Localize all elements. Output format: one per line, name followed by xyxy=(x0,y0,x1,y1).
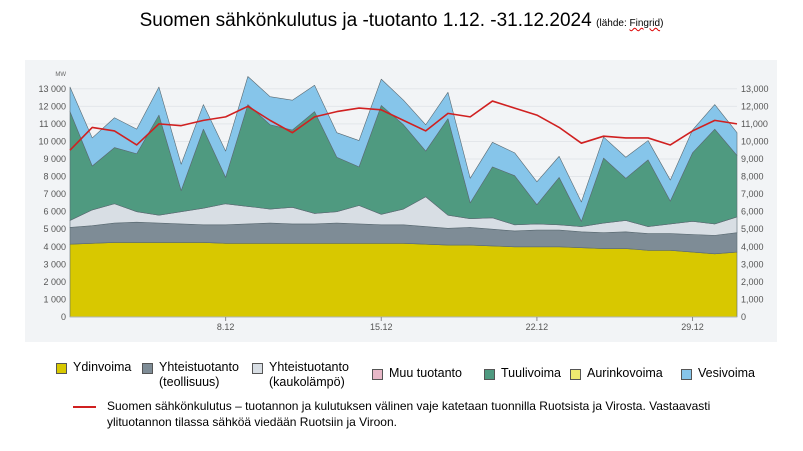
y-tick-label-right: 10,000 xyxy=(741,136,769,146)
consumption-legend-swatch xyxy=(73,406,96,408)
x-tick-label: 8.12 xyxy=(217,322,235,332)
y-tick-label-right: 9,000 xyxy=(741,154,764,164)
legend-label: Aurinkovoima xyxy=(587,366,663,380)
y-tick-label-right: 6,000 xyxy=(741,207,764,217)
legend-swatch xyxy=(681,369,692,380)
legend-swatch xyxy=(252,363,263,374)
y-tick-label-right: 1,000 xyxy=(741,294,764,304)
x-tick-label: 29.12 xyxy=(681,322,704,332)
y-tick-label-left: 6 000 xyxy=(43,207,66,217)
y-tick-label-left: 12 000 xyxy=(38,101,66,111)
y-tick-label-right: 7,000 xyxy=(741,189,764,199)
title-main: Suomen sähkönkulutus ja -tuotanto 1.12. … xyxy=(139,10,592,31)
legend-label: Ydinvoima xyxy=(73,360,132,374)
chart-title: Suomen sähkönkulutus ja -tuotanto 1.12. … xyxy=(0,10,803,32)
y-tick-label-left: 2 000 xyxy=(43,277,66,287)
consumption-line xyxy=(69,100,738,151)
legend-label: Vesivoima xyxy=(698,366,755,380)
legend-swatch xyxy=(142,363,153,374)
y-tick-label-left: 3 000 xyxy=(43,259,66,269)
y-tick-label-left: 4 000 xyxy=(43,242,66,252)
legend-swatch xyxy=(56,363,67,374)
legend-label: Yhteistuotanto (kaukolämpö) xyxy=(269,360,349,389)
consumption-legend-text: Suomen sähkönkulutus – tuotannon ja kulu… xyxy=(107,399,711,429)
y-tick-label-right: 8,000 xyxy=(741,172,764,182)
y-tick-label-left: 9 000 xyxy=(43,154,66,164)
x-tick-label: 22.12 xyxy=(526,322,549,332)
y-tick-label-right: 0 xyxy=(741,312,746,322)
y-tick-label-left: 13 000 xyxy=(38,84,66,94)
y-tick-label-left: 11 000 xyxy=(39,119,66,129)
legend-label: Yhteistuotanto (teollisuus) xyxy=(159,360,239,389)
y-tick-label-right: 11,000 xyxy=(741,119,768,129)
legend-swatch xyxy=(372,369,383,380)
y-tick-label-left: 0 xyxy=(61,312,66,322)
y-unit-label: MW xyxy=(55,72,66,78)
y-tick-label-right: 3,000 xyxy=(741,259,764,269)
area-nuclear xyxy=(69,242,738,318)
title-source: (lähde: Fingrid) xyxy=(596,18,664,29)
chart-area: 0 0 1 000 1,000 2 000 2,000 3 000 3,000 4 000 4,0… xyxy=(25,60,777,342)
y-tick-label-right: 13,000 xyxy=(741,84,769,94)
y-tick-label-left: 8 000 xyxy=(43,172,66,182)
y-tick-label-right: 5,000 xyxy=(741,224,764,234)
legend-swatch xyxy=(570,369,581,380)
legend-swatch xyxy=(484,369,495,380)
y-tick-label-right: 4,000 xyxy=(741,242,764,252)
y-tick-label-left: 10 000 xyxy=(38,136,66,146)
y-tick-label-left: 1 000 xyxy=(43,294,66,304)
x-tick-label: 15.12 xyxy=(370,322,393,332)
y-tick-label-right: 12,000 xyxy=(741,101,769,111)
area-hydro xyxy=(69,76,738,222)
source-link: Fingrid xyxy=(629,18,661,29)
y-tick-label-right: 2,000 xyxy=(741,277,764,287)
y-tick-label-left: 7 000 xyxy=(43,189,66,199)
legend-label: Muu tuotanto xyxy=(389,366,462,380)
y-tick-label-left: 5 000 xyxy=(43,224,66,234)
legend-label: Tuulivoima xyxy=(501,366,561,380)
